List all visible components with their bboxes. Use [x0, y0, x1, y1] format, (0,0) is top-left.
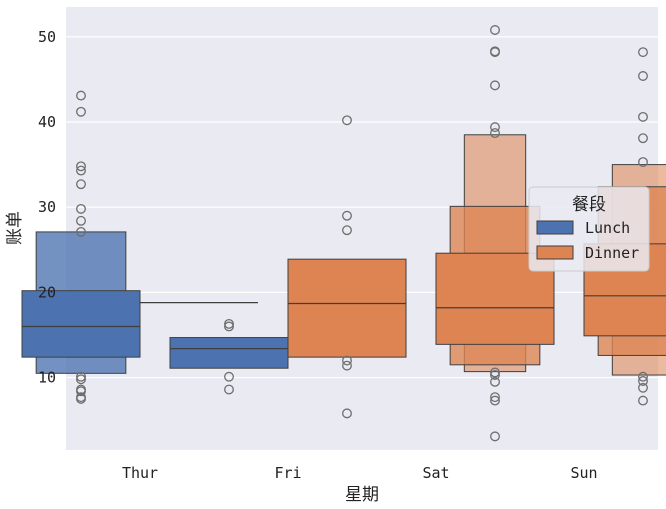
x-tick-labels: Thur Fri Sat Sun: [122, 464, 598, 482]
outlier-point: [490, 128, 500, 139]
outlier-point: [490, 392, 500, 403]
outlier-point: [490, 122, 500, 133]
outlier-point: [76, 203, 86, 214]
legend-title: 餐段: [572, 195, 606, 215]
y-tick-label: 50: [38, 28, 56, 46]
outlier-point: [638, 371, 648, 382]
outlier-point: [76, 179, 86, 190]
outlier-point: [76, 374, 86, 385]
box-level-1: [287, 258, 407, 358]
outlier-point: [490, 395, 500, 406]
x-tick-label: Thur: [122, 464, 158, 482]
outlier-point: [638, 376, 648, 386]
x-axis-label: 星期: [345, 485, 379, 505]
outlier-point: [490, 25, 500, 35]
outlier-point: [638, 71, 648, 81]
legend-swatch-lunch: [536, 220, 574, 235]
outlier-point: [76, 106, 86, 117]
outlier-point: [490, 367, 500, 378]
outlier-point: [342, 210, 352, 221]
outlier-point: [76, 165, 86, 176]
outlier-point: [638, 111, 648, 122]
outlier-point: [76, 215, 86, 226]
box-level-1: [169, 337, 289, 369]
outlier-point: [342, 115, 352, 126]
outlier-point: [342, 225, 352, 236]
outlier-point: [490, 431, 500, 442]
outlier-point: [342, 408, 352, 419]
x-tick-label: Sat: [422, 464, 449, 482]
boxen-lunch-fri: [169, 318, 289, 395]
outlier-point: [638, 395, 648, 406]
legend-label-lunch: Lunch: [585, 219, 630, 237]
outlier-point: [490, 370, 500, 380]
outlier-point: [490, 47, 500, 58]
outlier-point: [638, 157, 648, 168]
box-level-1: [21, 290, 141, 358]
outlier-point: [76, 393, 86, 404]
outlier-point: [224, 321, 234, 332]
y-tick-label: 10: [38, 369, 56, 387]
outlier-point: [224, 371, 234, 382]
outlier-point: [490, 80, 500, 91]
boxen-lunch-thur: [21, 90, 141, 404]
outlier-point: [224, 384, 234, 395]
outlier-point: [76, 371, 86, 382]
y-tick-label: 40: [38, 113, 56, 131]
boxen-marks: [21, 25, 666, 442]
y-tick-labels: 10 20 30 40 50: [38, 28, 56, 387]
x-tick-label: Fri: [274, 464, 301, 482]
legend: 餐段 Lunch Dinner: [528, 186, 650, 272]
outlier-point: [342, 355, 352, 366]
outlier-point: [76, 226, 86, 237]
y-tick-label: 20: [38, 283, 56, 301]
y-axis-label: 账单: [5, 211, 25, 245]
boxen-dinner-fri: [287, 115, 407, 419]
legend-label-dinner: Dinner: [585, 244, 639, 262]
outlier-point: [638, 382, 648, 393]
outlier-point: [638, 133, 648, 144]
x-tick-label: Sun: [570, 464, 597, 482]
outlier-point: [638, 47, 648, 58]
outlier-point: [76, 90, 86, 101]
y-tick-label: 30: [38, 198, 56, 216]
outlier-point: [342, 360, 352, 371]
outlier-point: [224, 318, 234, 329]
outlier-point: [76, 386, 86, 397]
legend-swatch-dinner: [536, 245, 574, 260]
outlier-point: [490, 376, 500, 387]
outlier-point: [76, 161, 86, 172]
